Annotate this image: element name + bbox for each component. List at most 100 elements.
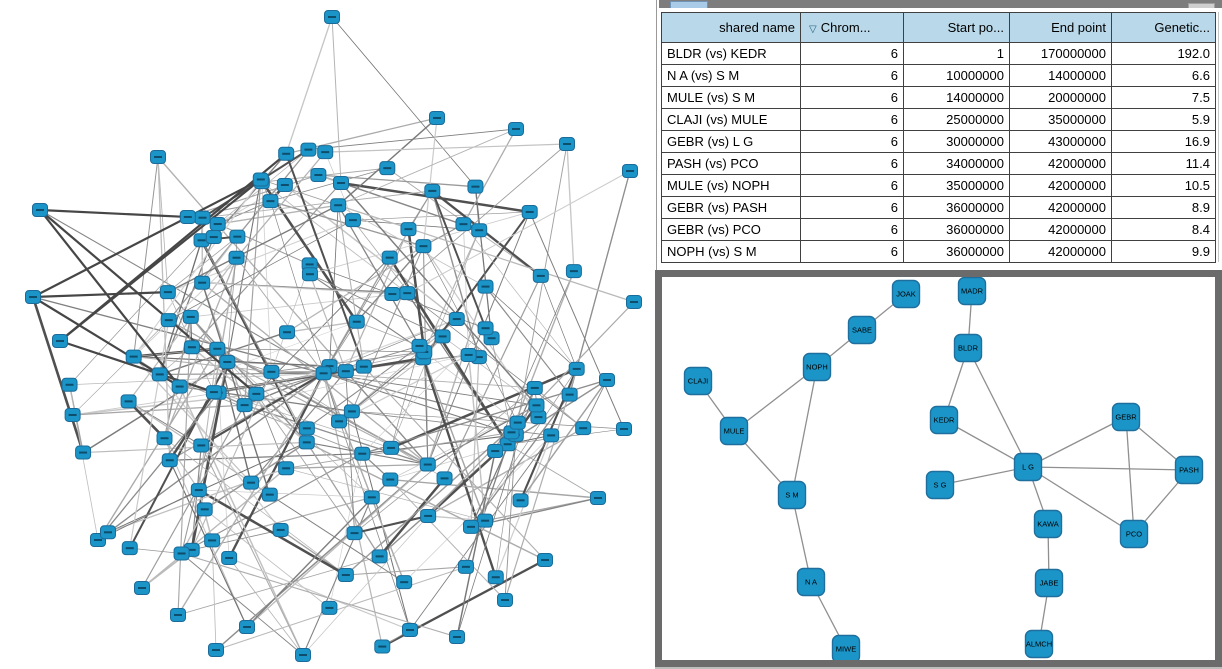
network-edge[interactable] [270, 167, 388, 202]
network-node[interactable]: MIWE [831, 634, 861, 661]
panel-splitter[interactable] [656, 0, 657, 270]
network-node[interactable]: BLDR [953, 333, 983, 363]
network-edge[interactable] [424, 351, 518, 423]
table-cell[interactable]: 42000000 [1009, 218, 1112, 241]
network-edge[interactable] [244, 354, 469, 406]
network-node[interactable] [219, 354, 236, 369]
network-edge[interactable] [345, 371, 355, 534]
network-edge[interactable] [463, 224, 469, 355]
table-cell[interactable]: 42000000 [1009, 152, 1112, 175]
network-node[interactable] [156, 431, 173, 446]
network-node[interactable] [171, 379, 188, 394]
table-cell[interactable]: 6.6 [1111, 64, 1216, 87]
column-header-genetic-[interactable]: Genetic... [1111, 12, 1216, 43]
table-cell[interactable]: 8.9 [1111, 196, 1216, 219]
network-edge[interactable] [236, 257, 324, 374]
network-node[interactable] [134, 581, 150, 595]
network-edge[interactable] [517, 143, 568, 423]
network-node[interactable] [333, 176, 349, 190]
network-node[interactable] [477, 321, 494, 336]
network-node[interactable] [344, 213, 361, 228]
network-edge[interactable] [390, 478, 599, 499]
network-edge[interactable] [178, 386, 304, 656]
table-cell[interactable]: 11.4 [1111, 152, 1216, 175]
network-edge[interactable] [256, 318, 457, 395]
network-edge[interactable] [215, 463, 429, 651]
network-edge[interactable] [356, 321, 420, 347]
table-cell[interactable]: 30000000 [903, 130, 1010, 153]
network-edge[interactable] [72, 319, 169, 416]
network-edge[interactable] [177, 555, 380, 616]
network-node[interactable] [543, 428, 560, 443]
network-edge[interactable] [202, 190, 433, 219]
network-edge[interactable] [177, 365, 331, 616]
network-edge[interactable] [82, 361, 228, 454]
table-cell[interactable]: 10000000 [903, 64, 1010, 87]
network-node[interactable]: JABE [1034, 568, 1064, 598]
network-edge[interactable] [286, 467, 486, 522]
network-edge[interactable] [791, 366, 818, 496]
table-cell[interactable]: 34000000 [903, 152, 1010, 175]
network-node[interactable] [204, 533, 221, 548]
network-node[interactable] [626, 295, 642, 309]
network-edge[interactable] [1027, 416, 1127, 468]
network-edge[interactable] [218, 392, 230, 559]
network-node[interactable] [300, 142, 317, 157]
table-cell[interactable]: 8.4 [1111, 218, 1216, 241]
network-node[interactable] [399, 286, 416, 301]
network-node[interactable] [193, 233, 210, 248]
table-cell[interactable]: 14000000 [1009, 64, 1112, 87]
network-node[interactable] [272, 522, 289, 537]
network-edge[interactable] [470, 357, 480, 527]
network-edge[interactable] [97, 348, 218, 541]
network-edge[interactable] [1125, 416, 1135, 535]
network-node[interactable]: KAWA [1033, 509, 1063, 539]
network-edge[interactable] [32, 178, 262, 298]
network-edge[interactable] [284, 184, 458, 320]
network-edge[interactable] [323, 372, 535, 389]
network-edge[interactable] [261, 182, 272, 372]
network-edge[interactable] [133, 156, 159, 357]
network-node[interactable] [295, 648, 311, 662]
network-node[interactable] [436, 471, 453, 486]
table-cell[interactable]: GEBR (vs) L G [661, 130, 801, 153]
network-node[interactable] [262, 194, 279, 209]
network-edge[interactable] [331, 16, 342, 184]
network-edge[interactable] [407, 170, 631, 294]
network-edge[interactable] [244, 404, 428, 466]
node-shape[interactable] [847, 315, 877, 345]
network-node[interactable] [415, 239, 432, 254]
network-node[interactable] [170, 608, 186, 622]
table-cell[interactable]: 6 [800, 240, 904, 263]
network-edge[interactable] [191, 182, 342, 348]
column-header-shared-name[interactable]: shared name [661, 12, 801, 43]
network-node[interactable] [252, 172, 269, 187]
table-row[interactable]: PASH (vs) PCO 6 34000000 42000000 11.4 [661, 152, 1216, 175]
network-node[interactable] [457, 559, 474, 574]
network-node[interactable] [229, 229, 246, 244]
table-cell[interactable]: 9.9 [1111, 240, 1216, 263]
network-edge[interactable] [141, 467, 287, 589]
table-cell[interactable]: GEBR (vs) PCO [661, 218, 801, 241]
network-edge[interactable] [345, 370, 429, 465]
table-cell[interactable]: NOPH (vs) S M [661, 240, 801, 263]
table-cell[interactable]: PASH (vs) PCO [661, 152, 801, 175]
network-edge[interactable] [431, 190, 480, 358]
network-edge[interactable] [566, 143, 575, 272]
network-edge[interactable] [72, 393, 257, 416]
network-node[interactable] [382, 472, 399, 487]
network-edge[interactable] [791, 494, 812, 583]
network-edge[interactable] [228, 557, 411, 631]
network-node[interactable] [599, 373, 615, 387]
network-node[interactable] [411, 338, 428, 353]
network-edge[interactable] [157, 156, 171, 461]
network-edge[interactable] [378, 477, 446, 558]
network-node[interactable] [537, 553, 553, 567]
network-edge[interactable] [163, 257, 238, 439]
network-edge[interactable] [107, 441, 307, 533]
network-node[interactable] [434, 329, 451, 344]
network-edge[interactable] [338, 128, 517, 206]
network-edge[interactable] [69, 223, 218, 385]
table-row[interactable]: MULE (vs) S M 6 14000000 20000000 7.5 [661, 86, 1216, 109]
network-node[interactable] [160, 313, 177, 328]
